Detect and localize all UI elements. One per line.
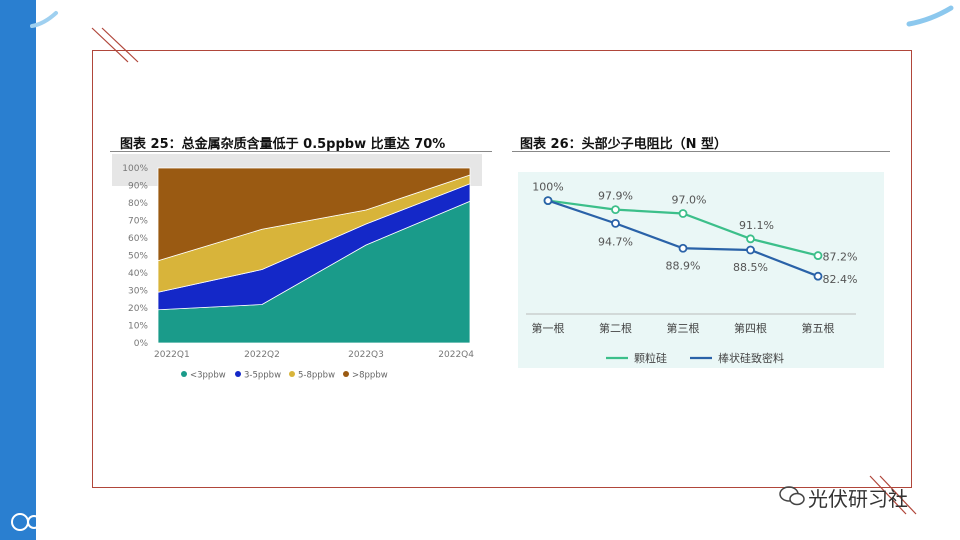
logo-text: 大数跨境 bbox=[48, 514, 109, 532]
data-label: 87.2% bbox=[823, 251, 858, 264]
y-tick-label: 40% bbox=[128, 269, 148, 279]
y-tick-label: 10% bbox=[128, 322, 148, 332]
y-tick-label: 20% bbox=[128, 304, 148, 314]
data-label: 91.1% bbox=[739, 219, 774, 232]
legend-label-1: 颗粒硅 bbox=[634, 351, 667, 365]
data-label: 88.5% bbox=[733, 261, 768, 274]
wechat-icon bbox=[779, 486, 805, 506]
line-point-2 bbox=[611, 218, 620, 228]
chart-title-25: 图表 25：总金属杂质含量低于 0.5ppbw 比重达 70% bbox=[120, 137, 446, 152]
data-label: 97.9% bbox=[598, 190, 633, 203]
frame-corner-lines-top bbox=[91, 27, 139, 63]
legend-label-4: >8ppbw bbox=[352, 371, 388, 381]
legend-marker-4 bbox=[343, 371, 349, 377]
content-frame bbox=[92, 50, 912, 488]
watermark-text: 光伏研习社 bbox=[808, 487, 908, 511]
top-right-swoosh-icon bbox=[906, 5, 954, 27]
stacked-area-chart: 0% 10% 20% 30% 40% 50% 60% 70% 80% 90% 100% 2022Q1 2… bbox=[112, 154, 492, 386]
logo-mark-icon bbox=[11, 513, 41, 531]
legend-label-2: 3-5ppbw bbox=[244, 371, 281, 381]
x-category-label: 第四根 bbox=[734, 321, 767, 335]
y-tick-label: 80% bbox=[128, 199, 148, 209]
left-accent-bar bbox=[0, 0, 36, 540]
legend-marker-3 bbox=[289, 371, 295, 377]
line-point-2 bbox=[746, 245, 755, 255]
data-label: 94.7% bbox=[598, 235, 633, 248]
y-tick-label: 0% bbox=[134, 339, 149, 349]
x-tick-label: 2022Q1 bbox=[154, 350, 190, 360]
x-tick-label: 2022Q3 bbox=[348, 350, 384, 360]
line-point-1 bbox=[611, 205, 620, 215]
data-label: 97.0% bbox=[672, 193, 707, 206]
x-category-label: 第五根 bbox=[802, 321, 835, 335]
x-category-label: 第三根 bbox=[667, 321, 700, 335]
line-point-2 bbox=[543, 196, 553, 205]
line-point-2 bbox=[678, 243, 688, 253]
top-left-swoosh-icon bbox=[30, 11, 58, 28]
x-category-label: 第二根 bbox=[599, 321, 632, 335]
legend-marker-2 bbox=[235, 371, 241, 377]
y-tick-label: 70% bbox=[128, 217, 148, 227]
area-series-4 bbox=[157, 167, 471, 262]
chart-title-26-rule bbox=[512, 151, 890, 152]
data-label: 82.4% bbox=[823, 273, 858, 286]
line-point-2 bbox=[813, 271, 823, 281]
y-tick-label: 90% bbox=[128, 182, 148, 192]
legend-label-2: 棒状硅致密料 bbox=[718, 351, 784, 365]
line-point-1 bbox=[813, 251, 823, 260]
y-tick-label: 50% bbox=[128, 252, 148, 262]
line-point-1 bbox=[746, 234, 755, 244]
frame-corner-lines-bottom bbox=[869, 475, 917, 515]
legend-label-1: <3ppbw bbox=[190, 371, 226, 381]
chart-title-25-rule bbox=[110, 151, 492, 152]
x-tick-label: 2022Q2 bbox=[244, 350, 280, 360]
x-category-label: 第一根 bbox=[532, 321, 565, 335]
x-tick-label: 2022Q4 bbox=[438, 350, 474, 360]
y-tick-label: 60% bbox=[128, 234, 148, 244]
y-tick-label: 30% bbox=[128, 287, 148, 297]
legend-marker-1 bbox=[181, 371, 187, 377]
legend-label-3: 5-8ppbw bbox=[298, 371, 335, 381]
data-label: 100% bbox=[532, 181, 563, 194]
line-point-1 bbox=[678, 209, 688, 218]
data-label: 88.9% bbox=[666, 259, 701, 272]
line-chart: 第一根 第二根 第三根 第四根 第五根 100% 97.9% 97.0% 91.1% 87.2% 9… bbox=[518, 172, 884, 368]
y-tick-label: 100% bbox=[122, 164, 148, 174]
chart-title-26: 图表 26：头部少子电阻比（N 型） bbox=[520, 137, 728, 152]
